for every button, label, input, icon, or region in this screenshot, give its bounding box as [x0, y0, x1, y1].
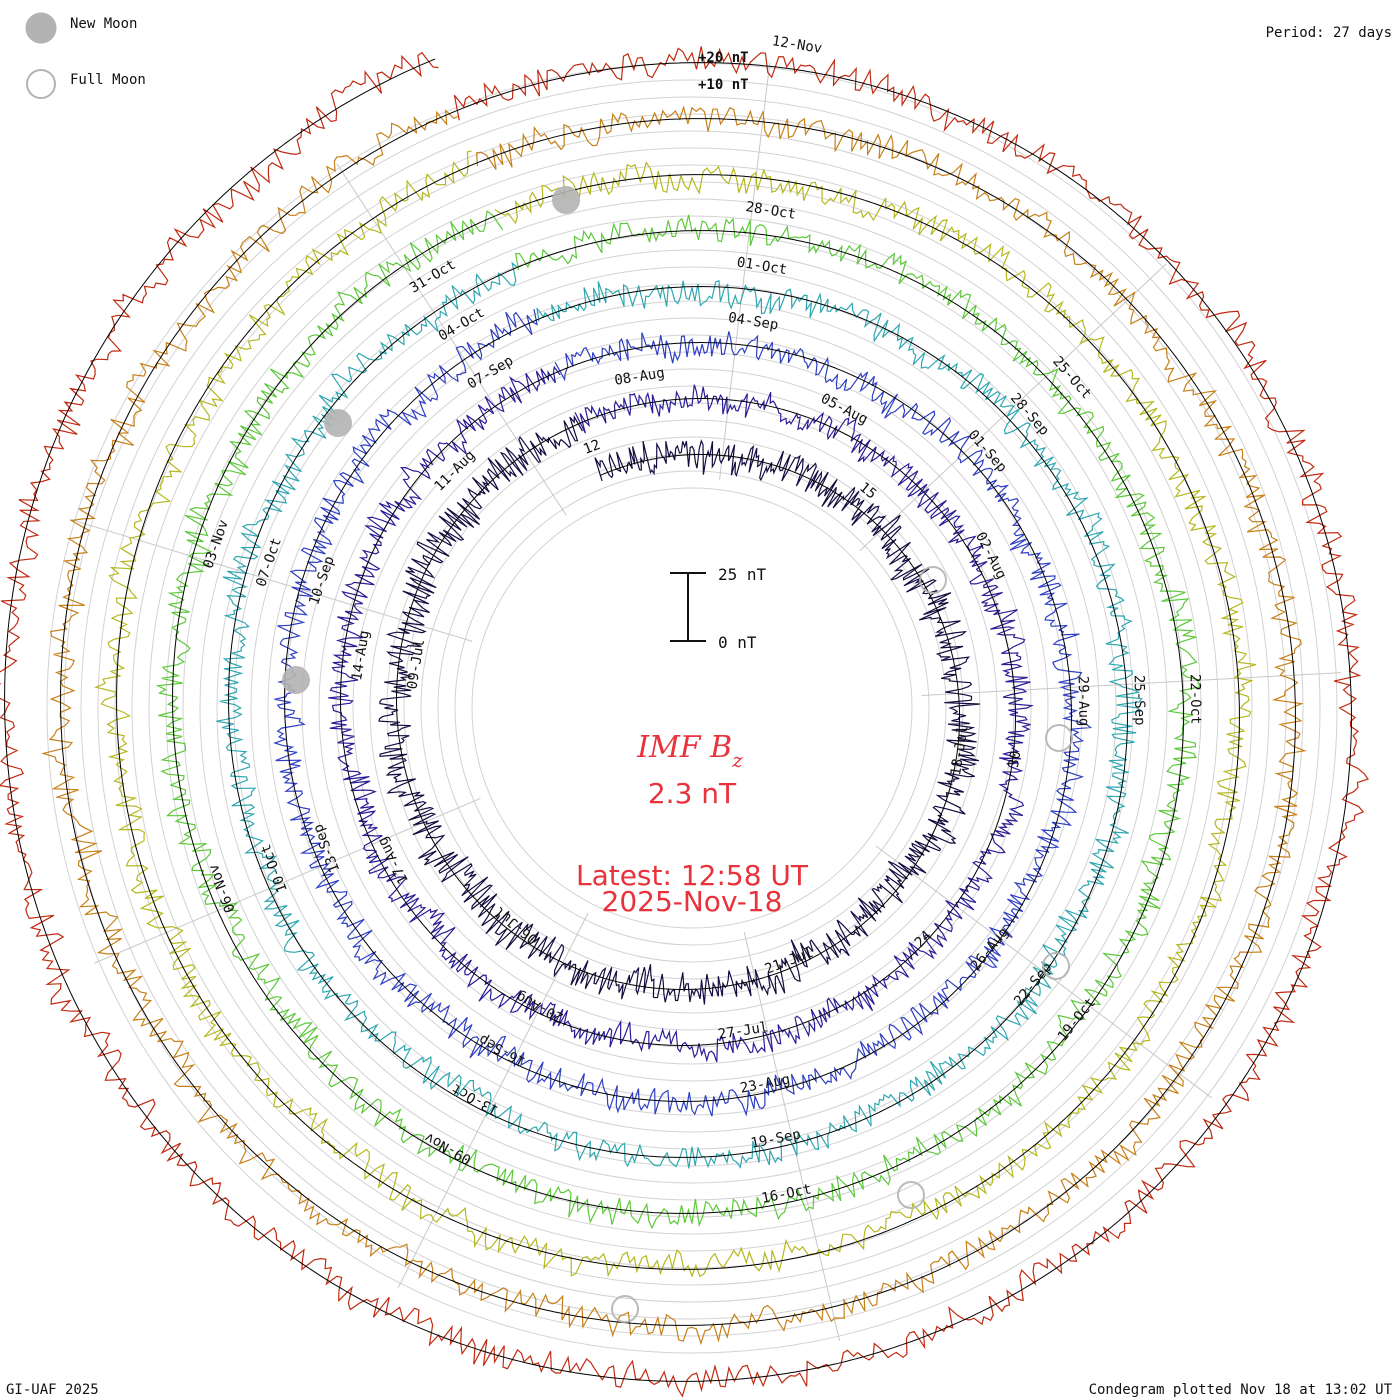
grid-ring	[454, 470, 930, 946]
series-line-2	[273, 308, 1093, 1117]
full-moon-marker	[897, 1181, 925, 1209]
zero-line-6	[60, 110, 1296, 1326]
tick-label-4-2: 22-Oct	[1187, 674, 1204, 725]
tick-label-2-4: 04-Sep	[727, 310, 779, 334]
tick-label-1-7: 14-Aug	[349, 629, 373, 681]
series-line-0	[378, 414, 980, 1005]
full-moon-marker	[919, 566, 947, 594]
grid-ring	[403, 419, 981, 997]
day-spoke	[921, 672, 1342, 696]
grid-ring	[114, 130, 1270, 1286]
scale-top-label: 25 nT	[718, 565, 767, 584]
credit-label: GI-UAF 2025	[6, 1382, 99, 1398]
full-moon-legend-icon	[26, 69, 56, 99]
latest-date: 2025-Nov-18	[602, 885, 783, 918]
new-moon-marker	[324, 409, 352, 437]
grid-ring	[437, 453, 947, 963]
grid-ring	[335, 351, 1049, 1065]
series-line-6	[41, 105, 1307, 1346]
new-moon-legend-icon	[25, 12, 57, 44]
moon-markers	[282, 186, 1073, 1323]
day-spoke	[397, 912, 589, 1289]
zero-line-1	[340, 370, 1016, 1046]
quantity-title: IMF Bz	[636, 730, 743, 772]
grid-ring	[267, 283, 1117, 1133]
grid-ring	[199, 215, 1185, 1201]
new-moon-marker	[552, 186, 580, 214]
series-line-5	[93, 150, 1257, 1278]
data-series	[0, 46, 1369, 1398]
grid-ring	[182, 198, 1202, 1218]
grid-ring	[148, 164, 1236, 1252]
outer-scale-10: +10 nT	[698, 77, 749, 93]
day-spoke	[94, 797, 481, 964]
full-moon-marker	[611, 1295, 639, 1323]
tick-label-1-0: 27-Jul	[717, 1019, 769, 1043]
series-line-1	[328, 365, 1035, 1063]
tick-label-1-2: 30	[1006, 750, 1024, 769]
grid-ring	[80, 96, 1304, 1320]
grid-ring	[63, 79, 1321, 1337]
zero-line-7	[4, 58, 1352, 1382]
zero-line-5	[116, 162, 1240, 1270]
grid-ring	[420, 436, 964, 980]
new-moon-legend-label: New Moon	[70, 16, 137, 32]
grid-ring	[301, 317, 1083, 1099]
tick-label-0-3: 12	[581, 437, 602, 458]
tick-label-3-2: 25-Sep	[1131, 675, 1148, 726]
full-moon-marker	[1042, 952, 1070, 980]
scale-bottom-label: 0 nT	[718, 633, 757, 652]
tick-label-3-5: 04-Oct	[436, 305, 488, 345]
tick-label-4-6: 03-Nov	[200, 518, 232, 571]
tick-label-0-1: 18-Jul	[948, 724, 972, 776]
full-moon-marker	[1045, 724, 1073, 752]
tick-label-1-9: 20-Aug	[514, 988, 566, 1025]
tick-label-3-4: 01-Oct	[736, 254, 788, 278]
tick-label-7-0: 12-Nov	[771, 33, 823, 57]
zero-line-2	[283, 318, 1072, 1102]
full-moon-legend-label: Full Moon	[70, 72, 146, 88]
zero-lines	[4, 58, 1352, 1382]
zero-line-3	[228, 266, 1129, 1158]
tick-label-2-5: 07-Sep	[465, 353, 517, 393]
plotted-label: Condegram plotted Nov 18 at 13:02 UT	[1089, 1382, 1393, 1398]
tick-label-2-2: 29-Aug	[1075, 676, 1092, 727]
tick-label-0-4: 09-Jul	[404, 638, 428, 690]
latest-time: Latest: 12:58 UT	[576, 859, 809, 892]
day-spoke	[69, 518, 473, 642]
scale-bar	[670, 572, 706, 642]
zero-line-4	[172, 214, 1184, 1214]
tick-label-4-5: 31-Oct	[407, 257, 459, 297]
outer-scale-20: +20 nT	[698, 50, 749, 66]
grid-ring	[471, 487, 913, 929]
tick-label-4-4: 28-Oct	[744, 199, 796, 223]
tick-label-1-5: 08-Aug	[613, 365, 665, 389]
tick-label-4-8: 09-Nov	[422, 1129, 474, 1168]
new-moon-marker	[282, 666, 310, 694]
day-spoke	[336, 163, 567, 516]
grid-ring	[131, 147, 1253, 1269]
day-spoke	[743, 931, 841, 1342]
zero-line-0	[396, 423, 960, 990]
series-line-7	[0, 46, 1369, 1398]
grid-ring	[216, 232, 1168, 1184]
period-label: Period: 27 days	[1266, 25, 1392, 41]
grid-ring	[369, 385, 1015, 1031]
grid-ring	[165, 181, 1219, 1235]
grid-ring	[97, 113, 1287, 1303]
grid-ring	[233, 249, 1151, 1167]
series-line-4	[155, 210, 1202, 1230]
current-value: 2.3 nT	[648, 777, 737, 810]
